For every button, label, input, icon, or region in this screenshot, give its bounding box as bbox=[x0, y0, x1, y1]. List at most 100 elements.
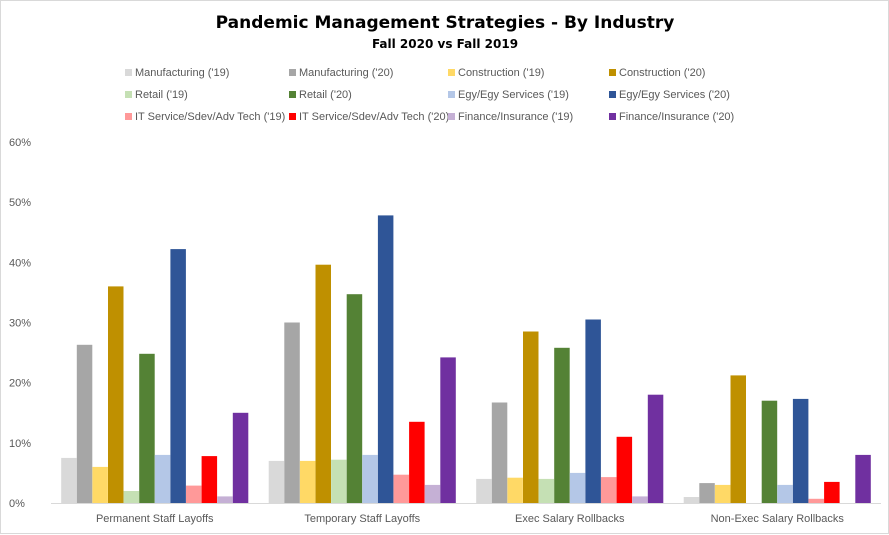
legend-swatch bbox=[448, 113, 455, 120]
legend-label: Manufacturing ('19) bbox=[135, 67, 229, 79]
bar-it-service-sdev-adv-tech-19-non-exec-salary-rollbacks bbox=[808, 498, 824, 503]
legend-label: IT Service/Sdev/Adv Tech ('20) bbox=[299, 111, 449, 123]
bar-retail-20-permanent-staff-layoffs bbox=[139, 353, 155, 503]
bar-retail-19-permanent-staff-layoffs bbox=[123, 491, 140, 503]
bar-group-exec-salary-rollbacks bbox=[476, 319, 664, 503]
legend-item-egy-egy-services-19: Egy/Egy Services ('19) bbox=[448, 89, 569, 101]
x-category-label: Permanent Staff Layoffs bbox=[96, 513, 214, 525]
legend-swatch bbox=[289, 91, 296, 98]
x-category-label: Exec Salary Rollbacks bbox=[515, 513, 625, 525]
legend-label: Finance/Insurance ('20) bbox=[619, 111, 734, 123]
y-tick-label: 40% bbox=[9, 257, 31, 269]
bar-egy-egy-services-20-temporary-staff-layoffs bbox=[377, 215, 394, 503]
bar-egy-egy-services-19-exec-salary-rollbacks bbox=[569, 472, 586, 503]
x-category-label: Non-Exec Salary Rollbacks bbox=[711, 513, 845, 525]
legend-label: Egy/Egy Services ('20) bbox=[619, 89, 730, 101]
legend-item-finance-insurance-19: Finance/Insurance ('19) bbox=[448, 111, 573, 123]
legend-label: Construction ('19) bbox=[458, 67, 544, 79]
bar-it-service-sdev-adv-tech-20-permanent-staff-layoffs bbox=[201, 456, 218, 503]
legend-label: Egy/Egy Services ('19) bbox=[458, 89, 569, 101]
legend-swatch bbox=[125, 91, 132, 98]
bar-egy-egy-services-19-permanent-staff-layoffs bbox=[154, 454, 171, 503]
legend-label: IT Service/Sdev/Adv Tech ('19) bbox=[135, 111, 285, 123]
x-axis: Permanent Staff Layoffs Temporary Staff L… bbox=[96, 513, 844, 525]
bar-construction-19-permanent-staff-layoffs bbox=[92, 466, 108, 503]
legend-swatch bbox=[289, 69, 296, 76]
bar-manufacturing-19-permanent-staff-layoffs bbox=[61, 457, 77, 503]
bar-construction-20-non-exec-salary-rollbacks bbox=[730, 375, 746, 503]
bar-group-temporary-staff-layoffs bbox=[268, 215, 456, 503]
bar-construction-19-non-exec-salary-rollbacks bbox=[714, 484, 731, 503]
y-tick-label: 60% bbox=[9, 137, 31, 149]
bar-retail-19-exec-salary-rollbacks bbox=[538, 478, 555, 503]
legend-label: Retail ('20) bbox=[299, 89, 352, 101]
bar-it-service-sdev-adv-tech-20-non-exec-salary-rollbacks bbox=[824, 481, 840, 503]
y-axis: 0% 10% 20% 30% 40% 50% 60% bbox=[9, 137, 31, 510]
bar-group-non-exec-salary-rollbacks bbox=[683, 375, 871, 503]
bar-group-permanent-staff-layoffs bbox=[61, 249, 249, 504]
legend-label: Retail ('19) bbox=[135, 89, 188, 101]
legend-swatch bbox=[448, 91, 455, 98]
bar-retail-20-temporary-staff-layoffs bbox=[346, 294, 363, 503]
legend-item-it-service-sdev-adv-tech-20: IT Service/Sdev/Adv Tech ('20) bbox=[289, 111, 449, 123]
y-tick-label: 0% bbox=[9, 498, 25, 510]
legend-swatch bbox=[125, 69, 132, 76]
bar-retail-19-temporary-staff-layoffs bbox=[331, 459, 347, 503]
x-category-label: Temporary Staff Layoffs bbox=[304, 513, 420, 525]
chart-title: Pandemic Management Strategies - By Indu… bbox=[216, 13, 675, 33]
legend-swatch bbox=[609, 69, 616, 76]
bar-finance-insurance-20-non-exec-salary-rollbacks bbox=[855, 454, 871, 503]
y-tick-label: 30% bbox=[9, 318, 31, 330]
bar-finance-insurance-19-permanent-staff-layoffs bbox=[217, 496, 233, 503]
legend-label: Construction ('20) bbox=[619, 67, 705, 79]
chart-legend: Manufacturing ('19) Manufacturing ('20) Co… bbox=[125, 67, 734, 123]
bar-egy-egy-services-19-non-exec-salary-rollbacks bbox=[777, 484, 793, 503]
bar-series-group bbox=[61, 215, 871, 504]
bar-egy-egy-services-19-temporary-staff-layoffs bbox=[362, 454, 378, 503]
bar-manufacturing-19-exec-salary-rollbacks bbox=[476, 478, 492, 503]
bar-manufacturing-20-non-exec-salary-rollbacks bbox=[699, 483, 715, 503]
bar-construction-19-exec-salary-rollbacks bbox=[507, 477, 523, 503]
bar-finance-insurance-19-temporary-staff-layoffs bbox=[424, 484, 441, 503]
bar-egy-egy-services-20-non-exec-salary-rollbacks bbox=[792, 398, 809, 503]
legend-item-construction-20: Construction ('20) bbox=[609, 67, 705, 79]
bar-retail-20-exec-salary-rollbacks bbox=[554, 347, 570, 503]
bar-it-service-sdev-adv-tech-19-permanent-staff-layoffs bbox=[186, 485, 202, 503]
bar-it-service-sdev-adv-tech-20-temporary-staff-layoffs bbox=[409, 421, 425, 503]
bar-construction-19-temporary-staff-layoffs bbox=[299, 460, 316, 503]
legend-swatch bbox=[125, 113, 132, 120]
legend-label: Manufacturing ('20) bbox=[299, 67, 393, 79]
legend-item-finance-insurance-20: Finance/Insurance ('20) bbox=[609, 111, 734, 123]
legend-swatch bbox=[609, 91, 616, 98]
y-tick-label: 10% bbox=[9, 438, 31, 450]
bar-finance-insurance-20-exec-salary-rollbacks bbox=[647, 394, 664, 503]
legend-label: Finance/Insurance ('19) bbox=[458, 111, 573, 123]
bar-egy-egy-services-20-permanent-staff-layoffs bbox=[170, 249, 186, 503]
legend-swatch bbox=[448, 69, 455, 76]
bar-finance-insurance-19-exec-salary-rollbacks bbox=[632, 496, 648, 503]
legend-item-retail-20: Retail ('20) bbox=[289, 89, 352, 101]
chart-subtitle: Fall 2020 vs Fall 2019 bbox=[372, 37, 518, 51]
bar-construction-20-exec-salary-rollbacks bbox=[523, 331, 539, 503]
legend-item-construction-19: Construction ('19) bbox=[448, 67, 544, 79]
bar-manufacturing-20-exec-salary-rollbacks bbox=[491, 402, 508, 503]
bar-finance-insurance-20-temporary-staff-layoffs bbox=[440, 357, 456, 503]
bar-finance-insurance-20-permanent-staff-layoffs bbox=[232, 412, 249, 504]
bar-construction-20-temporary-staff-layoffs bbox=[315, 264, 331, 503]
legend-item-it-service-sdev-adv-tech-19: IT Service/Sdev/Adv Tech ('19) bbox=[125, 111, 285, 123]
bar-egy-egy-services-20-exec-salary-rollbacks bbox=[585, 319, 601, 503]
legend-item-manufacturing-19: Manufacturing ('19) bbox=[125, 67, 229, 79]
bar-it-service-sdev-adv-tech-19-exec-salary-rollbacks bbox=[601, 477, 617, 503]
bar-it-service-sdev-adv-tech-20-exec-salary-rollbacks bbox=[616, 436, 633, 503]
legend-item-egy-egy-services-20: Egy/Egy Services ('20) bbox=[609, 89, 730, 101]
bar-manufacturing-20-temporary-staff-layoffs bbox=[284, 322, 300, 503]
bar-it-service-sdev-adv-tech-19-temporary-staff-layoffs bbox=[393, 474, 409, 503]
bar-retail-20-non-exec-salary-rollbacks bbox=[761, 400, 778, 503]
legend-item-manufacturing-20: Manufacturing ('20) bbox=[289, 67, 393, 79]
bar-manufacturing-19-non-exec-salary-rollbacks bbox=[683, 497, 700, 503]
bar-manufacturing-19-temporary-staff-layoffs bbox=[268, 460, 285, 503]
y-tick-label: 50% bbox=[9, 197, 31, 209]
legend-swatch bbox=[289, 113, 296, 120]
